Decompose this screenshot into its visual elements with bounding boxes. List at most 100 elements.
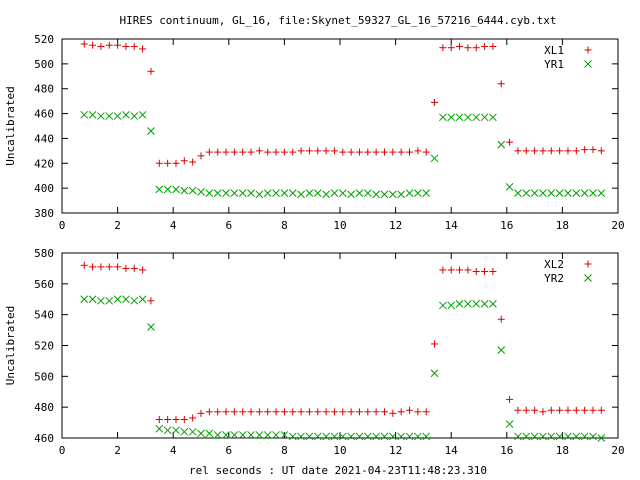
data-point: [397, 408, 405, 416]
x-tick-label: 18: [556, 444, 569, 457]
x-tick-label: 0: [59, 444, 66, 457]
data-point: [147, 297, 155, 305]
data-point: [372, 408, 380, 416]
data-point: [472, 113, 481, 122]
data-point: [480, 300, 489, 308]
data-point: [172, 185, 180, 194]
data-point: [489, 268, 497, 275]
data-point: [556, 147, 564, 155]
x-tick-label: 2: [114, 219, 121, 232]
data-point: [380, 408, 388, 416]
x-tick-label: 10: [333, 219, 346, 232]
data-point: [372, 148, 380, 156]
data-point: [539, 189, 547, 197]
data-point: [122, 42, 130, 50]
data-point: [255, 408, 263, 416]
data-point: [597, 189, 606, 197]
data-point: [189, 414, 197, 422]
data-point: [564, 147, 572, 155]
y-tick-label: 480: [34, 401, 54, 414]
data-point: [222, 408, 230, 416]
data-point: [339, 408, 347, 416]
plot-frame: [61, 38, 619, 214]
data-point: [238, 189, 247, 197]
data-point: [155, 416, 163, 423]
x-tick-label: 12: [389, 444, 402, 457]
data-point: [439, 266, 447, 274]
y-tick-label: 540: [34, 309, 54, 322]
data-point: [88, 110, 97, 119]
data-point: [272, 148, 280, 156]
data-point: [581, 406, 589, 414]
data-point: [597, 434, 606, 442]
legend-marker: [584, 60, 592, 68]
data-point: [580, 432, 589, 441]
data-point: [447, 113, 456, 122]
data-point: [280, 408, 288, 416]
data-point: [413, 432, 422, 441]
data-point: [506, 395, 514, 403]
data-point: [597, 147, 605, 155]
data-point: [305, 189, 314, 197]
y-tick-label: 460: [34, 432, 54, 445]
data-point: [255, 431, 264, 439]
data-point: [555, 432, 564, 441]
data-point: [197, 152, 205, 160]
data-point: [89, 41, 97, 49]
data-point: [472, 300, 481, 308]
data-point: [88, 295, 97, 304]
legend-marker: [584, 274, 592, 282]
data-point: [572, 147, 580, 155]
data-point: [313, 432, 322, 441]
data-point: [497, 346, 506, 354]
y-tick-label: 480: [34, 83, 54, 96]
y-tick-label: 420: [34, 157, 54, 170]
data-point: [163, 185, 172, 194]
data-point: [422, 408, 430, 416]
data-point: [347, 432, 355, 441]
data-point: [355, 148, 363, 156]
data-point: [147, 67, 155, 75]
data-point: [338, 189, 347, 197]
data-point: [422, 189, 431, 197]
data-point: [481, 42, 489, 50]
data-point: [197, 409, 205, 417]
data-point: [422, 432, 431, 441]
data-point: [363, 432, 372, 441]
data-point: [389, 148, 397, 156]
data-point: [180, 157, 188, 165]
data-point: [464, 300, 472, 308]
data-point: [589, 189, 597, 197]
data-point: [213, 431, 222, 439]
data-point: [280, 148, 288, 156]
data-point: [464, 266, 472, 274]
x-tick-label: 6: [225, 444, 232, 457]
y-tick-label: 460: [34, 108, 54, 121]
data-point: [172, 416, 180, 423]
data-point: [272, 408, 280, 416]
data-point: [363, 189, 372, 197]
data-point: [305, 147, 313, 155]
data-point: [388, 432, 397, 441]
data-point: [122, 264, 130, 272]
data-point: [80, 110, 89, 119]
data-point: [580, 189, 589, 197]
data-point: [280, 189, 289, 197]
data-point: [464, 113, 472, 122]
x-tick-label: 4: [170, 219, 177, 232]
data-point: [439, 301, 447, 310]
data-point: [155, 185, 164, 194]
legend-marker: [584, 260, 592, 268]
y-tick-label: 400: [34, 182, 54, 195]
data-point: [414, 408, 422, 416]
data-point: [530, 432, 539, 441]
y-tick-label: 580: [34, 247, 54, 260]
data-point: [213, 189, 222, 197]
data-point: [522, 406, 530, 414]
data-point: [564, 189, 572, 197]
data-point: [447, 44, 455, 52]
data-point: [172, 426, 180, 435]
data-point: [489, 42, 497, 50]
x-tick-label: 20: [611, 444, 624, 457]
data-point: [139, 266, 147, 274]
